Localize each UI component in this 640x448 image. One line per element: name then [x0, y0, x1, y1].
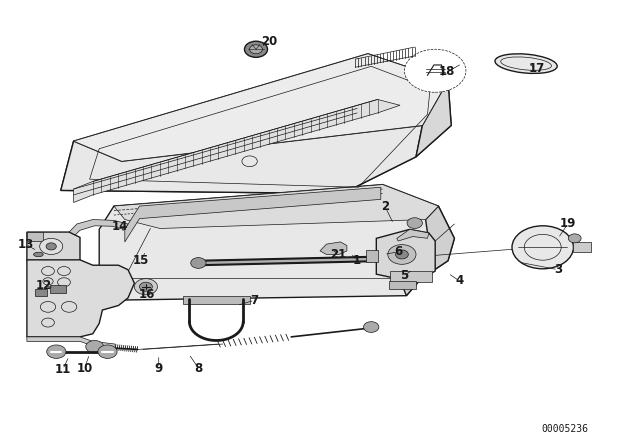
FancyBboxPatch shape	[27, 232, 43, 241]
Circle shape	[407, 218, 422, 228]
Polygon shape	[403, 206, 454, 296]
Text: 4: 4	[456, 274, 463, 288]
Text: 7: 7	[251, 293, 259, 307]
Text: 14: 14	[112, 220, 129, 233]
Ellipse shape	[495, 54, 557, 73]
Text: 1: 1	[353, 254, 361, 267]
Text: 10: 10	[76, 362, 93, 375]
FancyBboxPatch shape	[183, 296, 250, 304]
Text: 13: 13	[17, 237, 34, 251]
Circle shape	[389, 254, 402, 263]
FancyBboxPatch shape	[366, 250, 378, 262]
Polygon shape	[397, 229, 429, 241]
Text: 18: 18	[438, 65, 455, 78]
Text: 6: 6	[394, 245, 402, 258]
Text: 9: 9	[155, 362, 163, 375]
Circle shape	[140, 282, 152, 291]
Text: 17: 17	[528, 61, 545, 75]
Text: 19: 19	[560, 216, 577, 230]
Polygon shape	[61, 54, 451, 194]
Circle shape	[134, 279, 157, 295]
Circle shape	[512, 226, 573, 269]
Circle shape	[364, 322, 379, 332]
Polygon shape	[125, 187, 381, 242]
FancyBboxPatch shape	[389, 281, 416, 289]
Circle shape	[191, 258, 206, 268]
Text: 12: 12	[35, 279, 52, 293]
Polygon shape	[416, 81, 451, 157]
Polygon shape	[198, 256, 396, 265]
Ellipse shape	[34, 252, 43, 257]
Polygon shape	[74, 54, 448, 161]
Polygon shape	[74, 99, 400, 202]
Polygon shape	[69, 220, 128, 237]
Circle shape	[244, 41, 268, 57]
Circle shape	[47, 345, 66, 358]
Circle shape	[568, 234, 581, 243]
Polygon shape	[27, 337, 115, 349]
Text: 8: 8	[195, 362, 202, 375]
Polygon shape	[99, 185, 454, 300]
Circle shape	[40, 238, 63, 254]
Polygon shape	[320, 242, 347, 254]
Circle shape	[396, 250, 408, 259]
Text: 2: 2	[381, 200, 389, 214]
Circle shape	[250, 45, 262, 54]
FancyBboxPatch shape	[50, 285, 66, 293]
Polygon shape	[61, 125, 422, 194]
Text: 5: 5	[401, 269, 408, 282]
FancyBboxPatch shape	[35, 289, 47, 296]
Text: 20: 20	[260, 34, 277, 48]
Text: 16: 16	[139, 288, 156, 302]
Circle shape	[388, 245, 416, 264]
Text: 21: 21	[330, 248, 346, 261]
Text: 15: 15	[132, 254, 149, 267]
Polygon shape	[27, 260, 134, 337]
Text: 00005236: 00005236	[541, 424, 588, 434]
Polygon shape	[27, 232, 80, 261]
Circle shape	[98, 345, 117, 358]
Circle shape	[46, 243, 56, 250]
Polygon shape	[376, 229, 435, 280]
FancyBboxPatch shape	[573, 242, 591, 252]
Text: 11: 11	[54, 363, 71, 376]
FancyBboxPatch shape	[390, 271, 432, 282]
Circle shape	[404, 49, 466, 92]
Polygon shape	[114, 185, 438, 228]
Text: 3: 3	[554, 263, 562, 276]
Circle shape	[86, 340, 104, 353]
